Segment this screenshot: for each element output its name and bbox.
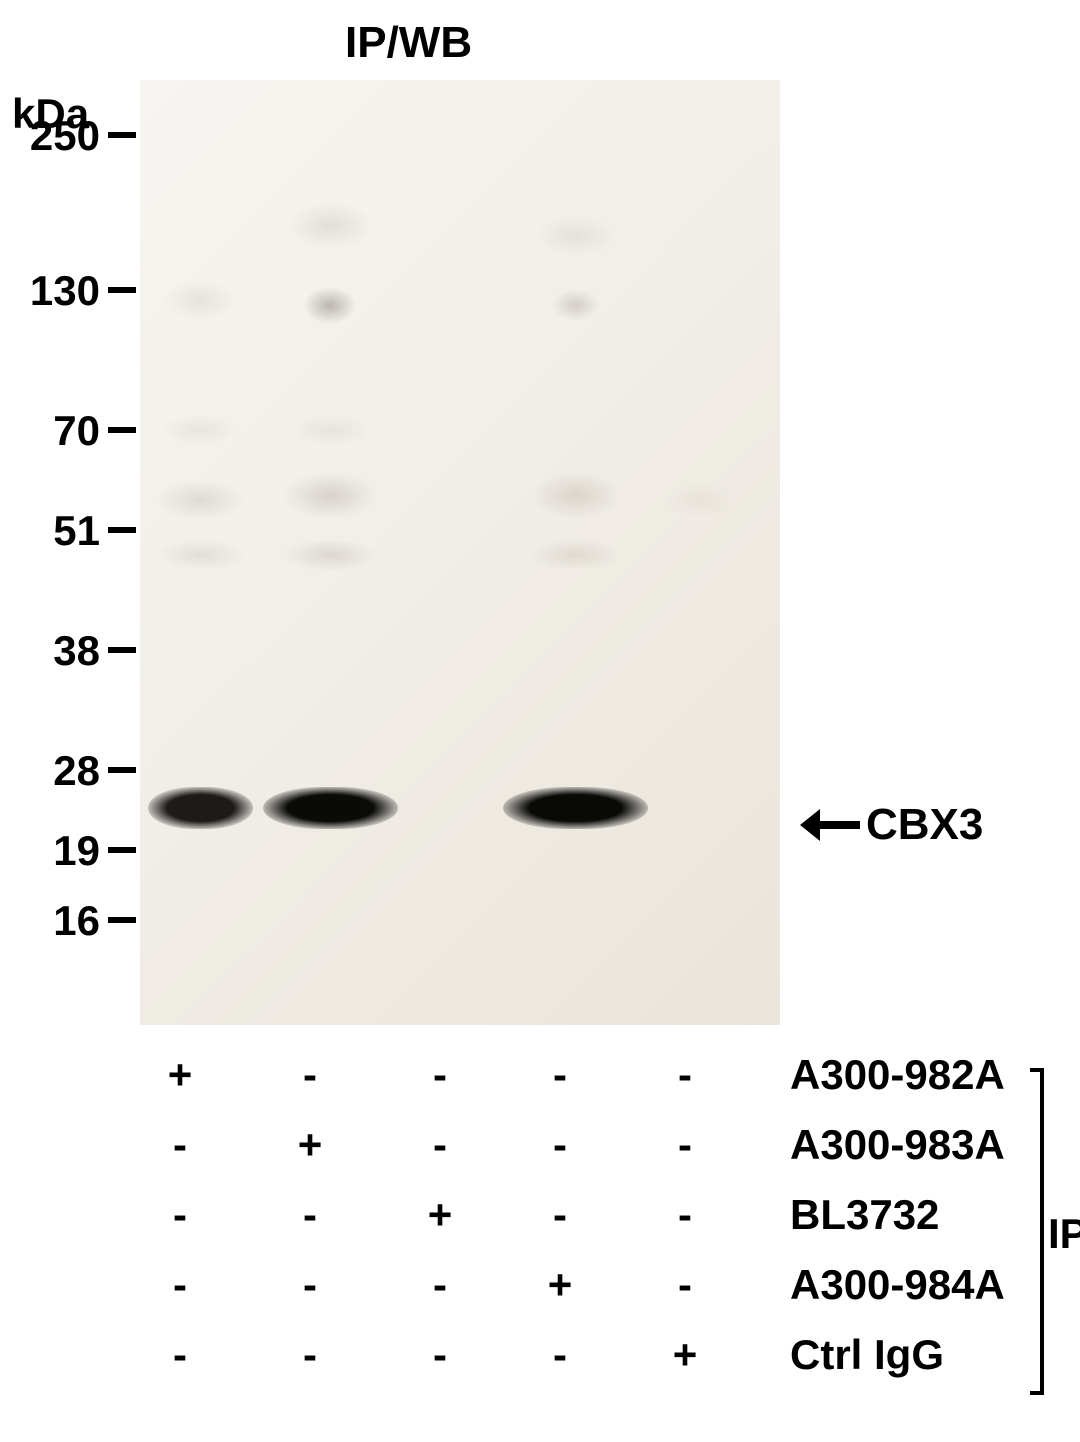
nonspecific-band	[158, 480, 243, 520]
mw-marker-tick	[108, 287, 136, 293]
ip-presence-symbol: -	[540, 1331, 580, 1379]
ip-presence-symbol: -	[160, 1121, 200, 1169]
ip-bracket-label: IP	[1048, 1210, 1080, 1258]
mw-marker-label: 19	[53, 827, 100, 875]
mw-marker-tick	[108, 132, 136, 138]
ip-presence-symbol: -	[290, 1331, 330, 1379]
nonspecific-band	[158, 540, 243, 570]
nonspecific-band	[285, 473, 375, 518]
ip-presence-symbol: -	[420, 1331, 460, 1379]
ip-presence-symbol: -	[665, 1121, 705, 1169]
mw-marker-tick	[108, 527, 136, 533]
mw-marker-tick	[108, 427, 136, 433]
cbx3-band	[263, 787, 398, 829]
ip-presence-symbol: -	[665, 1051, 705, 1099]
left-arrow-icon	[800, 803, 860, 847]
cbx3-band	[503, 787, 648, 829]
mw-marker-tick	[108, 917, 136, 923]
mw-marker-label: 16	[53, 897, 100, 945]
mw-marker-label: 38	[53, 627, 100, 675]
ip-presence-symbol: -	[540, 1121, 580, 1169]
ip-presence-symbol: +	[665, 1331, 705, 1379]
ip-bracket	[1030, 1068, 1044, 1395]
nonspecific-band	[538, 215, 613, 255]
ip-presence-symbol: -	[420, 1051, 460, 1099]
nonspecific-band	[165, 280, 235, 320]
nonspecific-band	[165, 415, 235, 445]
mw-marker-label: 250	[30, 112, 100, 160]
nonspecific-band	[290, 203, 370, 248]
nonspecific-band	[305, 288, 355, 323]
ip-presence-symbol: +	[420, 1191, 460, 1239]
mw-marker-tick	[108, 767, 136, 773]
nonspecific-band	[533, 540, 618, 570]
ip-presence-symbol: +	[290, 1121, 330, 1169]
ip-antibody-label: A300-984A	[790, 1261, 1005, 1309]
nonspecific-band	[533, 473, 618, 518]
ip-antibody-label: A300-983A	[790, 1121, 1005, 1169]
mw-marker-tick	[108, 647, 136, 653]
cbx3-band	[148, 787, 253, 829]
ip-presence-symbol: -	[540, 1191, 580, 1239]
western-blot-membrane	[140, 80, 780, 1025]
ip-antibody-label: Ctrl IgG	[790, 1331, 944, 1379]
nonspecific-band	[665, 483, 735, 518]
ip-presence-symbol: +	[160, 1051, 200, 1099]
mw-marker-label: 130	[30, 267, 100, 315]
mw-marker-label: 28	[53, 747, 100, 795]
ip-antibody-label: A300-982A	[790, 1051, 1005, 1099]
mw-marker-label: 70	[53, 407, 100, 455]
nonspecific-band	[553, 290, 598, 320]
ip-presence-symbol: -	[540, 1051, 580, 1099]
nonspecific-band	[293, 415, 368, 445]
nonspecific-band	[285, 540, 375, 570]
band-pointer-label: CBX3	[800, 800, 983, 850]
mw-marker-label: 51	[53, 507, 100, 555]
ip-presence-symbol: -	[420, 1121, 460, 1169]
ip-presence-symbol: -	[420, 1261, 460, 1309]
ip-presence-symbol: -	[290, 1191, 330, 1239]
ip-presence-symbol: -	[160, 1331, 200, 1379]
band-label-text: CBX3	[866, 800, 983, 850]
ip-presence-symbol: -	[665, 1261, 705, 1309]
mw-marker-tick	[108, 847, 136, 853]
ip-presence-symbol: -	[160, 1261, 200, 1309]
ip-antibody-label: BL3732	[790, 1191, 939, 1239]
figure-title: IP/WB	[345, 18, 472, 68]
ip-presence-symbol: -	[160, 1191, 200, 1239]
ip-presence-symbol: -	[665, 1191, 705, 1239]
ip-presence-symbol: +	[540, 1261, 580, 1309]
ip-presence-symbol: -	[290, 1051, 330, 1099]
ip-presence-symbol: -	[290, 1261, 330, 1309]
